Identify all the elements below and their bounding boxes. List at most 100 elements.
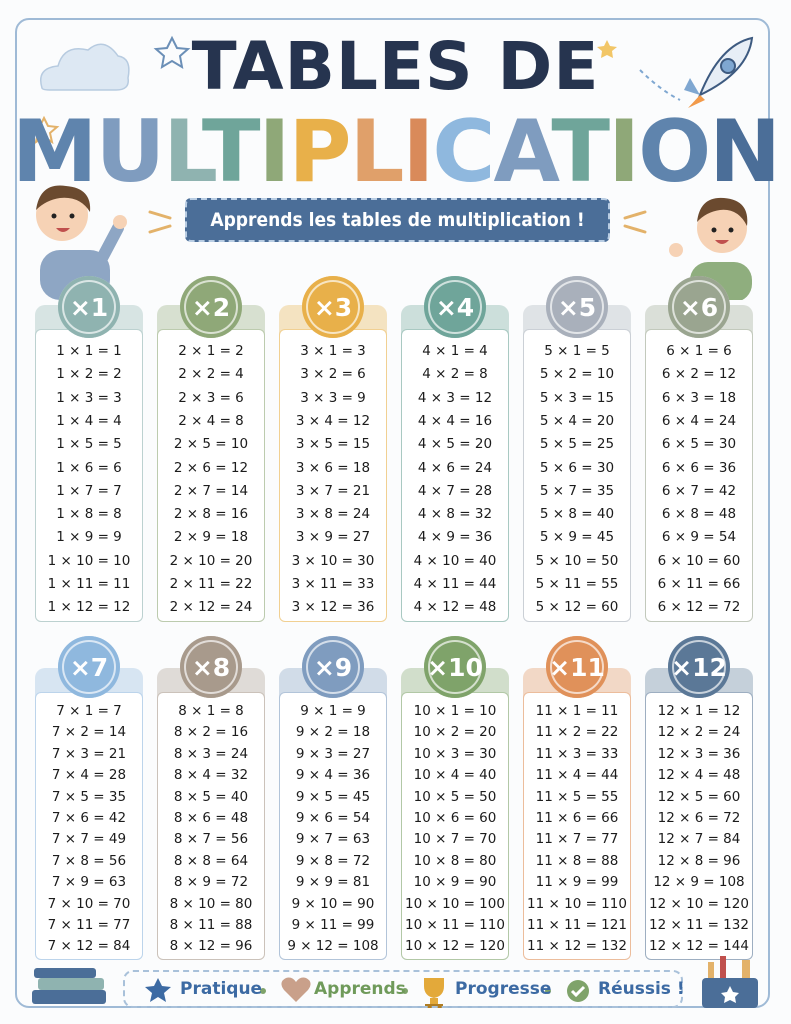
table-row: 2 × 6 = 12	[173, 459, 249, 476]
table-row: 10 × 11 = 110	[405, 917, 505, 933]
title-line-1: TABLES DE	[191, 28, 600, 105]
table-row: 10 × 12 = 120	[405, 938, 505, 955]
table-row: 6 × 11 = 66	[657, 576, 741, 592]
footer-item: Progresse	[455, 979, 552, 999]
header-circle: ×4	[424, 276, 486, 338]
table-row: 8 × 4 = 32	[173, 767, 249, 784]
table-row: 7 × 3 = 21	[51, 745, 127, 762]
table-row: 4 × 7 = 28	[417, 482, 493, 499]
table-row: 4 × 6 = 24	[417, 459, 493, 476]
table-row: 12 × 6 = 72	[657, 810, 741, 826]
title-letter: L	[163, 102, 204, 202]
footer-item: Apprends	[314, 979, 406, 999]
title-letter: N	[709, 102, 781, 202]
card	[157, 329, 265, 622]
table-row: 12 × 7 = 84	[657, 831, 741, 848]
table-row: 4 × 9 = 36	[417, 529, 493, 546]
title-letter: T	[551, 102, 610, 202]
title-letter: T	[201, 102, 261, 202]
title-letter: L	[349, 102, 405, 202]
card	[35, 692, 143, 960]
table-row: 5 × 2 = 10	[539, 366, 615, 383]
table-row: 6 × 5 = 30	[661, 436, 737, 453]
table-row: 4 × 4 = 16	[417, 412, 493, 429]
table-row: 5 × 7 = 35	[539, 482, 615, 499]
table-row: 10 × 2 = 20	[413, 724, 497, 741]
table-row: 1 × 3 = 3	[56, 389, 122, 406]
header-circle: ×5	[546, 276, 608, 338]
table-row: 5 × 3 = 15	[539, 389, 615, 406]
icon-check	[567, 980, 589, 1002]
table-row: 12 × 8 = 96	[657, 852, 741, 869]
table-row: 3 × 8 = 24	[295, 506, 371, 523]
table-row: 4 × 11 = 44	[413, 576, 497, 592]
table-row: 1 × 4 = 4	[56, 412, 122, 429]
table-row: 1 × 9 = 9	[56, 529, 122, 546]
title-letter: P	[288, 102, 352, 202]
header-circle: ×2	[180, 276, 242, 338]
table-row: 3 × 11 = 33	[291, 576, 375, 592]
header-circle: ×9	[302, 636, 364, 698]
table-row: 6 × 6 = 36	[661, 459, 737, 476]
table-row: 12 × 10 = 120	[649, 895, 749, 912]
footer-item: Pratique	[180, 979, 263, 999]
footer-box	[123, 970, 683, 1008]
table-row: 5 × 10 = 50	[535, 552, 619, 569]
table-row: 8 × 1 = 8	[178, 703, 244, 719]
table-row: 10 × 9 = 90	[413, 874, 497, 891]
table-row: 4 × 10 = 40	[413, 552, 497, 569]
table-row: 7 × 5 = 35	[51, 788, 127, 805]
table-row: 4 × 3 = 12	[417, 389, 493, 406]
table-row: 10 × 5 = 50	[413, 788, 497, 805]
table-row: 8 × 5 = 40	[173, 788, 249, 805]
cloud	[40, 43, 130, 91]
table-row: 11 × 4 = 44	[535, 767, 619, 784]
table-row: 4 × 12 = 48	[413, 599, 497, 616]
table-row: 6 × 12 = 72	[657, 599, 741, 616]
table-row: 7 × 8 = 56	[51, 852, 127, 869]
table-row: 6 × 8 = 48	[661, 506, 737, 523]
table-row: 5 × 4 = 20	[539, 412, 615, 429]
table-row: 8 × 7 = 56	[173, 831, 249, 848]
table-row: 2 × 12 = 24	[169, 599, 253, 616]
table-row: 8 × 12 = 96	[169, 938, 253, 955]
table-row: 1 × 10 = 10	[47, 552, 131, 569]
table-row: 7 × 7 = 49	[51, 831, 127, 848]
table-row: 8 × 9 = 72	[173, 874, 249, 891]
table-row: 5 × 11 = 55	[535, 576, 619, 592]
table-row: 3 × 9 = 27	[295, 529, 371, 546]
star	[153, 35, 191, 69]
table-row: 10 × 6 = 60	[413, 810, 497, 826]
table-row: 10 × 8 = 80	[413, 852, 497, 869]
table-row: 12 × 11 = 132	[649, 917, 749, 933]
table-row: 11 × 8 = 88	[535, 852, 619, 869]
subtitle-ribbon: Apprends les tables de multiplication !	[185, 198, 610, 242]
title-letter: I	[402, 102, 434, 202]
table-row: 9 × 4 = 36	[295, 767, 371, 784]
table-row: 8 × 8 = 64	[173, 852, 249, 869]
books	[32, 968, 106, 1004]
table-row: 1 × 2 = 2	[56, 366, 122, 383]
table-row: 2 × 5 = 10	[173, 436, 249, 453]
table-row: 9 × 1 = 9	[300, 703, 366, 719]
table-row: 1 × 6 = 6	[56, 459, 122, 476]
table-row: 12 × 5 = 60	[657, 788, 741, 805]
header-circle: ×8	[180, 636, 242, 698]
table-row: 3 × 7 = 21	[295, 482, 371, 499]
header-circle: ×10	[424, 636, 486, 698]
table-row: 7 × 2 = 14	[51, 724, 127, 741]
table-row: 7 × 9 = 63	[51, 874, 127, 891]
table-row: 9 × 10 = 90	[291, 895, 375, 912]
table-row: 9 × 8 = 72	[295, 852, 371, 869]
table-row: 5 × 12 = 60	[535, 599, 619, 616]
table-row: 2 × 1 = 2	[178, 343, 244, 359]
card	[401, 692, 509, 960]
card	[645, 692, 753, 960]
table-row: 3 × 2 = 6	[300, 366, 366, 383]
table-row: 9 × 6 = 54	[295, 810, 371, 826]
table-row: 1 × 12 = 12	[47, 599, 131, 616]
table-row: 11 × 7 = 77	[535, 831, 619, 848]
table-row: 5 × 9 = 45	[539, 529, 615, 546]
header-circle: ×1	[58, 276, 120, 338]
